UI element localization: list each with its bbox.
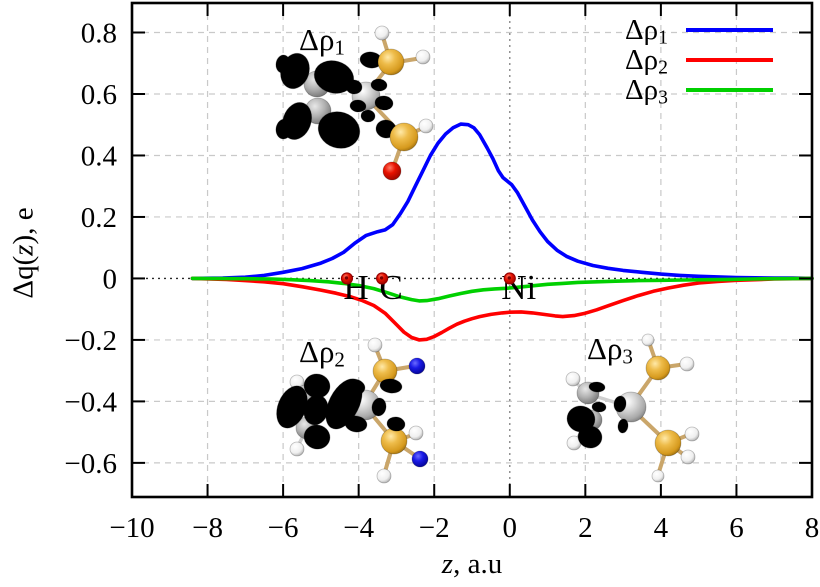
y-axis-label: Δq(z), e (7, 207, 40, 299)
gold-atom (377, 48, 405, 76)
x-tick-label: −4 (343, 512, 374, 544)
20-lobe (281, 102, 313, 140)
white-atom (680, 449, 696, 465)
white-atom (418, 118, 434, 134)
molecule-insets-layer (275, 25, 700, 484)
x-tick-label: 0 (503, 512, 518, 544)
legend-line-sample-rho2 (686, 58, 773, 62)
0-lobe (360, 109, 376, 123)
legend-entry-rho3: Δρ3 (625, 73, 773, 108)
blue-atom (408, 357, 426, 375)
35-lobe (379, 378, 403, 394)
-20-lobe (386, 416, 406, 432)
atom-markers-layer: H C Ni (340, 268, 537, 307)
series-layer (190, 122, 814, 342)
-25-lobe (588, 381, 606, 393)
molecule-isosurface-rho2 (276, 337, 429, 484)
atom-dot-core (344, 276, 349, 280)
white-atom (367, 337, 383, 353)
legend-label-rho3: Δρ3 (625, 73, 668, 108)
tick-labels-layer: −10 −8 −6 −4 −2 0 2 4 6 8 −0.6 −0.4 −0.2 0 0.2 0.4 0.6 0.… (64, 18, 819, 544)
blue-atom (411, 450, 429, 468)
plot-border (130, 1, 814, 499)
white-atom (641, 333, 655, 347)
series-curve-rho2 (190, 276, 814, 342)
x-tick-label: 2 (578, 512, 593, 544)
x-tick-label: −2 (419, 512, 450, 544)
10-lobe (349, 99, 367, 113)
legend-entry-rho1: Δρ1 (625, 13, 773, 48)
gold-atom (654, 429, 682, 457)
y-tick-label: 0.2 (81, 202, 117, 234)
15-lobe (617, 418, 629, 434)
x-tick-label: −8 (192, 512, 223, 544)
atom-dot-core (507, 276, 511, 280)
inset-label-rho1: Δρ1 (299, 22, 345, 60)
gold-atom (645, 355, 671, 381)
-20-lobe (280, 52, 310, 90)
series-curve-rho3 (190, 276, 814, 303)
0-lobe (577, 425, 603, 449)
y-tick-label: 0.6 (81, 79, 117, 111)
0-lobe (303, 424, 331, 450)
0-lobe (371, 397, 387, 417)
0-lobe (566, 405, 596, 433)
gold-atom (389, 122, 419, 152)
x-axis-unit: , a.u (453, 548, 503, 580)
25-lobe (370, 78, 388, 92)
molecule-isosurface-rho3 (565, 333, 700, 483)
white-atom (679, 356, 695, 372)
legend-entry-rho2: Δρ2 (625, 43, 773, 78)
15-lobe (591, 401, 607, 413)
y-tick-label: −0.6 (64, 448, 117, 480)
white-atom (408, 425, 424, 441)
x-tick-label: 8 (805, 512, 820, 544)
legend: Δρ1 Δρ2 Δρ3 (625, 13, 773, 108)
gold-atom (380, 427, 408, 455)
white-atom (651, 469, 665, 483)
0-lobe (284, 396, 296, 416)
legend-line-sample-rho3 (686, 88, 773, 92)
white-atom (376, 468, 392, 484)
white-atom (289, 441, 305, 457)
-15-lobe (613, 395, 627, 413)
-10-lobe (317, 111, 361, 149)
legend-label-rho2: Δρ2 (625, 43, 668, 78)
red-atom (382, 161, 402, 181)
x-axis-variable: z (441, 548, 454, 580)
y-tick-label: 0 (103, 263, 118, 295)
y-tick-label: 0.8 (81, 18, 117, 50)
legend-line-sample-rho1 (686, 28, 773, 32)
x-tick-label: −10 (109, 512, 154, 544)
white-atom (565, 371, 581, 387)
zero-axes-layer (134, 3, 810, 497)
axes-frame-layer (130, 1, 814, 499)
molecule-isosurface-rho1 (275, 25, 434, 181)
y-tick-label: −0.2 (64, 325, 117, 357)
0-lobe (345, 79, 363, 95)
x-tick-label: 6 (729, 512, 744, 544)
x-axis-label: z, a.u (132, 548, 812, 581)
x-tick-label: −6 (268, 512, 299, 544)
-35-lobe (342, 378, 366, 396)
y-tick-label: −0.4 (64, 386, 117, 418)
white-atom (415, 49, 431, 65)
inset-label-rho3: Δρ3 (587, 331, 633, 369)
-15-lobe (374, 95, 394, 111)
x-tick-label: 4 (654, 512, 669, 544)
y-tick-label: 0.4 (81, 140, 118, 172)
atom-dot-core (379, 276, 384, 280)
grid-layer (131, 3, 813, 497)
inset-label-rho2: Δρ2 (299, 334, 345, 372)
white-atom (374, 25, 390, 41)
35-lobe (344, 415, 368, 433)
series-curve-rho1 (190, 122, 814, 281)
legend-label-rho1: Δρ1 (625, 13, 668, 48)
white-atom (684, 426, 700, 442)
